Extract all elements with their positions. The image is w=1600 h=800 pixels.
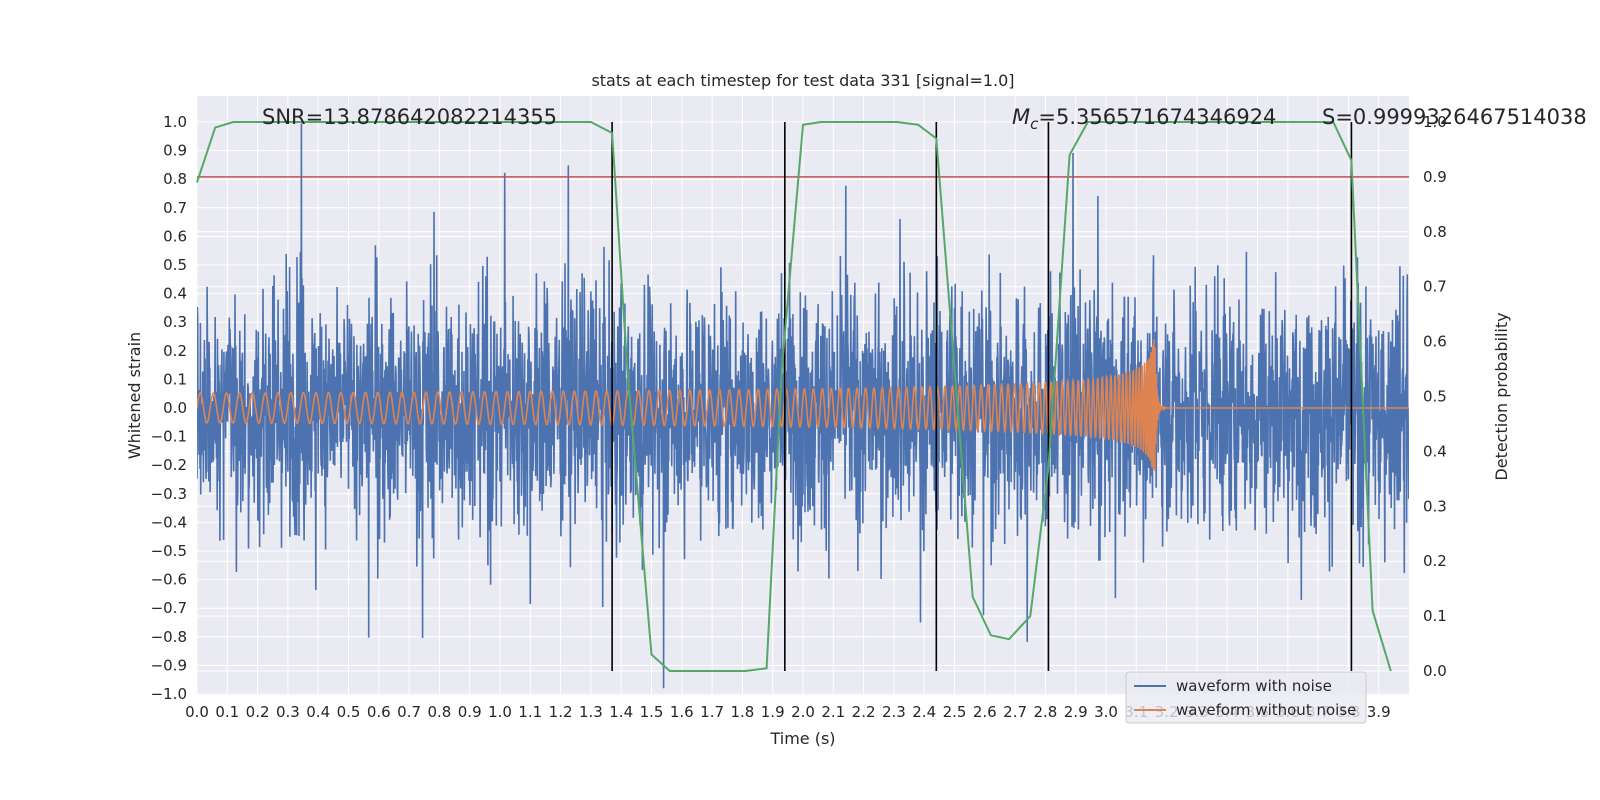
detection-probability-line bbox=[196, 121, 1392, 672]
y-tick-label: −0.8 bbox=[151, 628, 187, 646]
waveform-without-noise-line bbox=[197, 339, 1409, 471]
legend-box bbox=[1125, 671, 1367, 724]
x-tick-label: 0.3 bbox=[276, 703, 300, 721]
chirp-mass-annotation: Mc=5.356571674346924 bbox=[1012, 105, 1276, 133]
x-tick-label: 0.7 bbox=[397, 703, 421, 721]
x-tick-label: 2.0 bbox=[791, 703, 815, 721]
x-tick-label: 1.4 bbox=[609, 703, 633, 721]
x-tick-label: 2.7 bbox=[1003, 703, 1027, 721]
y-tick-label: 0.2 bbox=[163, 342, 187, 360]
legend: waveform with noise waveform without noi… bbox=[1125, 671, 1367, 724]
x-tick-label: 1.7 bbox=[700, 703, 724, 721]
y-tick-label: 0.7 bbox=[163, 199, 187, 217]
noise-trace bbox=[197, 123, 1409, 689]
y-tick-label: 1.0 bbox=[163, 113, 187, 131]
x-tick-label: 0.2 bbox=[246, 703, 270, 721]
y-tick-label: −0.5 bbox=[151, 542, 187, 560]
legend-entry-clean: waveform without noise bbox=[1176, 701, 1356, 719]
y2-tick-label: 0.5 bbox=[1423, 388, 1447, 406]
x-tick-label: 0.9 bbox=[458, 703, 482, 721]
y-tick-label: −1.0 bbox=[151, 685, 187, 703]
y-tick-label: 0.6 bbox=[163, 227, 187, 245]
y2-tick-label: 0.9 bbox=[1423, 168, 1447, 186]
x-tick-label: 1.6 bbox=[670, 703, 694, 721]
x-tick-label: 1.0 bbox=[488, 703, 512, 721]
x-tick-label: 2.6 bbox=[973, 703, 997, 721]
y-tick-label: 0.9 bbox=[163, 142, 187, 160]
x-tick-label: 2.3 bbox=[882, 703, 906, 721]
y2-tick-label: 0.0 bbox=[1423, 662, 1447, 680]
x-tick-label: 2.5 bbox=[943, 703, 967, 721]
x-tick-label: 2.2 bbox=[852, 703, 876, 721]
x-tick-label: 0.4 bbox=[306, 703, 330, 721]
x-tick-label: 1.1 bbox=[518, 703, 542, 721]
y-tick-label: 0.3 bbox=[163, 313, 187, 331]
chirp-mass-subscript: c bbox=[1030, 115, 1039, 133]
clean-trace bbox=[197, 339, 1409, 471]
x-tick-label: 0.8 bbox=[427, 703, 451, 721]
y2-tick-label: 0.1 bbox=[1423, 607, 1447, 625]
y2-tick-label: 0.6 bbox=[1423, 333, 1447, 351]
y-tick-label: −0.6 bbox=[151, 571, 187, 589]
s-annotation: S=0.9999326467514038 bbox=[1322, 105, 1587, 129]
legend-entry-noise: waveform with noise bbox=[1176, 677, 1332, 695]
x-tick-label: 2.9 bbox=[1064, 703, 1088, 721]
y-tick-label: 0.5 bbox=[163, 256, 187, 274]
event-lines bbox=[611, 122, 1353, 671]
y2-axis-label: Detection probability bbox=[1492, 312, 1511, 480]
y-tick-label: 0.0 bbox=[163, 399, 187, 417]
y2-tick-label: 0.7 bbox=[1423, 278, 1447, 296]
chirp-mass-value: =5.356571674346924 bbox=[1038, 105, 1276, 129]
y2-tick-label: 0.8 bbox=[1423, 223, 1447, 241]
x-tick-label: 0.6 bbox=[367, 703, 391, 721]
y2-tick-label: 0.4 bbox=[1423, 442, 1447, 460]
x-tick-label: 1.3 bbox=[579, 703, 603, 721]
chirp-mass-symbol: M bbox=[1012, 105, 1030, 129]
chart-title: stats at each timestep for test data 331… bbox=[591, 71, 1014, 90]
x-tick-label: 0.1 bbox=[215, 703, 239, 721]
y2-axis-ticks: 1.0 0.9 0.8 0.7 0.6 0.5 0.4 0.3 0.2 0.1 0.0 bbox=[1423, 113, 1447, 680]
x-tick-label: 2.4 bbox=[912, 703, 936, 721]
y-tick-label: −0.1 bbox=[151, 428, 187, 446]
y-tick-label: −0.4 bbox=[151, 513, 187, 531]
x-tick-label: 1.8 bbox=[730, 703, 754, 721]
probability-trace bbox=[196, 121, 1392, 672]
y-tick-label: −0.7 bbox=[151, 599, 187, 617]
y-axis-ticks: 1.0 0.9 0.8 0.7 0.6 0.5 0.4 0.3 0.2 0.1 0.0 −0.1 −0.… bbox=[151, 113, 187, 703]
x-tick-label: 0.5 bbox=[337, 703, 361, 721]
x-tick-label: 1.5 bbox=[640, 703, 664, 721]
y-tick-label: 0.4 bbox=[163, 285, 187, 303]
y-tick-label: −0.9 bbox=[151, 656, 187, 674]
x-tick-label: 0.0 bbox=[185, 703, 209, 721]
y2-tick-label: 0.3 bbox=[1423, 497, 1447, 515]
waveform-with-noise-line bbox=[197, 123, 1409, 689]
x-tick-label: 3.9 bbox=[1367, 703, 1391, 721]
x-tick-label: 2.1 bbox=[821, 703, 845, 721]
snr-annotation: SNR=13.878642082214355 bbox=[262, 105, 557, 129]
x-tick-label: 2.8 bbox=[1033, 703, 1057, 721]
x-tick-label: 1.9 bbox=[761, 703, 785, 721]
y-axis-label: Whitened strain bbox=[125, 332, 144, 459]
x-tick-label: 3.0 bbox=[1094, 703, 1118, 721]
x-tick-label: 1.2 bbox=[549, 703, 573, 721]
y2-tick-label: 1.0 bbox=[1423, 113, 1447, 131]
x-axis-label: Time (s) bbox=[769, 729, 835, 748]
y-tick-label: −0.3 bbox=[151, 485, 187, 503]
y-tick-label: −0.2 bbox=[151, 456, 187, 474]
y2-tick-label: 0.2 bbox=[1423, 552, 1447, 570]
y-tick-label: 0.8 bbox=[163, 170, 187, 188]
y-tick-label: 0.1 bbox=[163, 370, 187, 388]
